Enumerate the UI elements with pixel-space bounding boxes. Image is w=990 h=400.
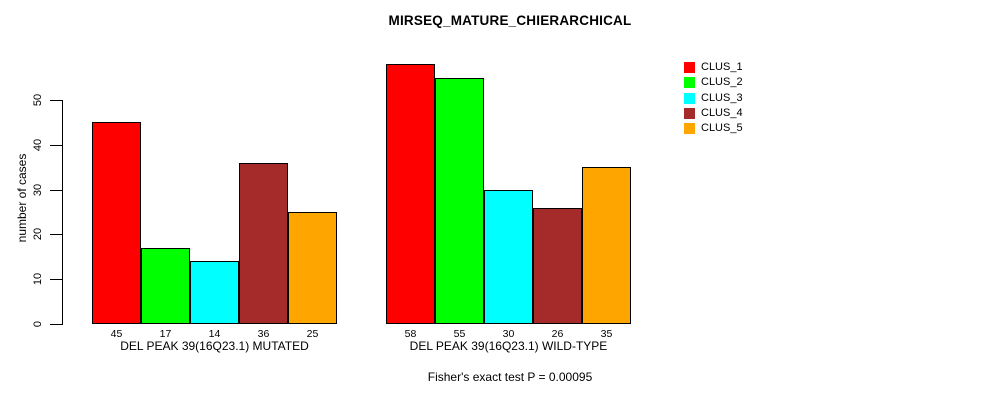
bar [190, 261, 239, 324]
y-axis-tick [50, 324, 62, 325]
bar-value-label: 14 [208, 328, 221, 340]
bar-value-label: 45 [110, 328, 123, 340]
y-axis-tick [50, 279, 62, 280]
bar [92, 122, 141, 324]
legend-label: CLUS_5 [701, 122, 743, 134]
bar [533, 208, 582, 324]
legend-swatch [684, 62, 695, 73]
bar [582, 167, 631, 324]
bar [288, 212, 337, 324]
legend-swatch [684, 93, 695, 104]
y-axis-tick [50, 100, 62, 101]
bar [386, 64, 435, 324]
legend-label: CLUS_4 [701, 107, 743, 119]
legend-label: CLUS_1 [701, 61, 743, 73]
bar [141, 248, 190, 324]
bar-value-label: 30 [502, 328, 515, 340]
chart-title: MIRSEQ_MATURE_CHIERARCHICAL [388, 13, 632, 28]
y-axis-tick [50, 145, 62, 146]
bar-value-label: 58 [404, 328, 417, 340]
legend-label: CLUS_3 [701, 92, 743, 104]
group-label: DEL PEAK 39(16Q23.1) MUTATED [120, 339, 309, 353]
bar-value-label: 25 [306, 328, 319, 340]
bar-value-label: 55 [453, 328, 466, 340]
bar-value-label: 35 [600, 328, 613, 340]
group-label: DEL PEAK 39(16Q23.1) WILD-TYPE [409, 339, 608, 353]
footnote: Fisher's exact test P = 0.00095 [427, 370, 593, 384]
y-axis-tick [50, 190, 62, 191]
bar-value-label: 36 [257, 328, 270, 340]
legend-swatch [684, 123, 695, 134]
legend-label: CLUS_2 [701, 76, 743, 88]
legend-swatch [684, 108, 695, 119]
bar [484, 190, 533, 324]
bar [435, 78, 484, 324]
y-axis-line [62, 100, 63, 325]
bar [239, 163, 288, 324]
bar-value-label: 26 [551, 328, 564, 340]
legend-swatch [684, 77, 695, 88]
y-axis-tick [50, 234, 62, 235]
bar-value-label: 17 [159, 328, 172, 340]
